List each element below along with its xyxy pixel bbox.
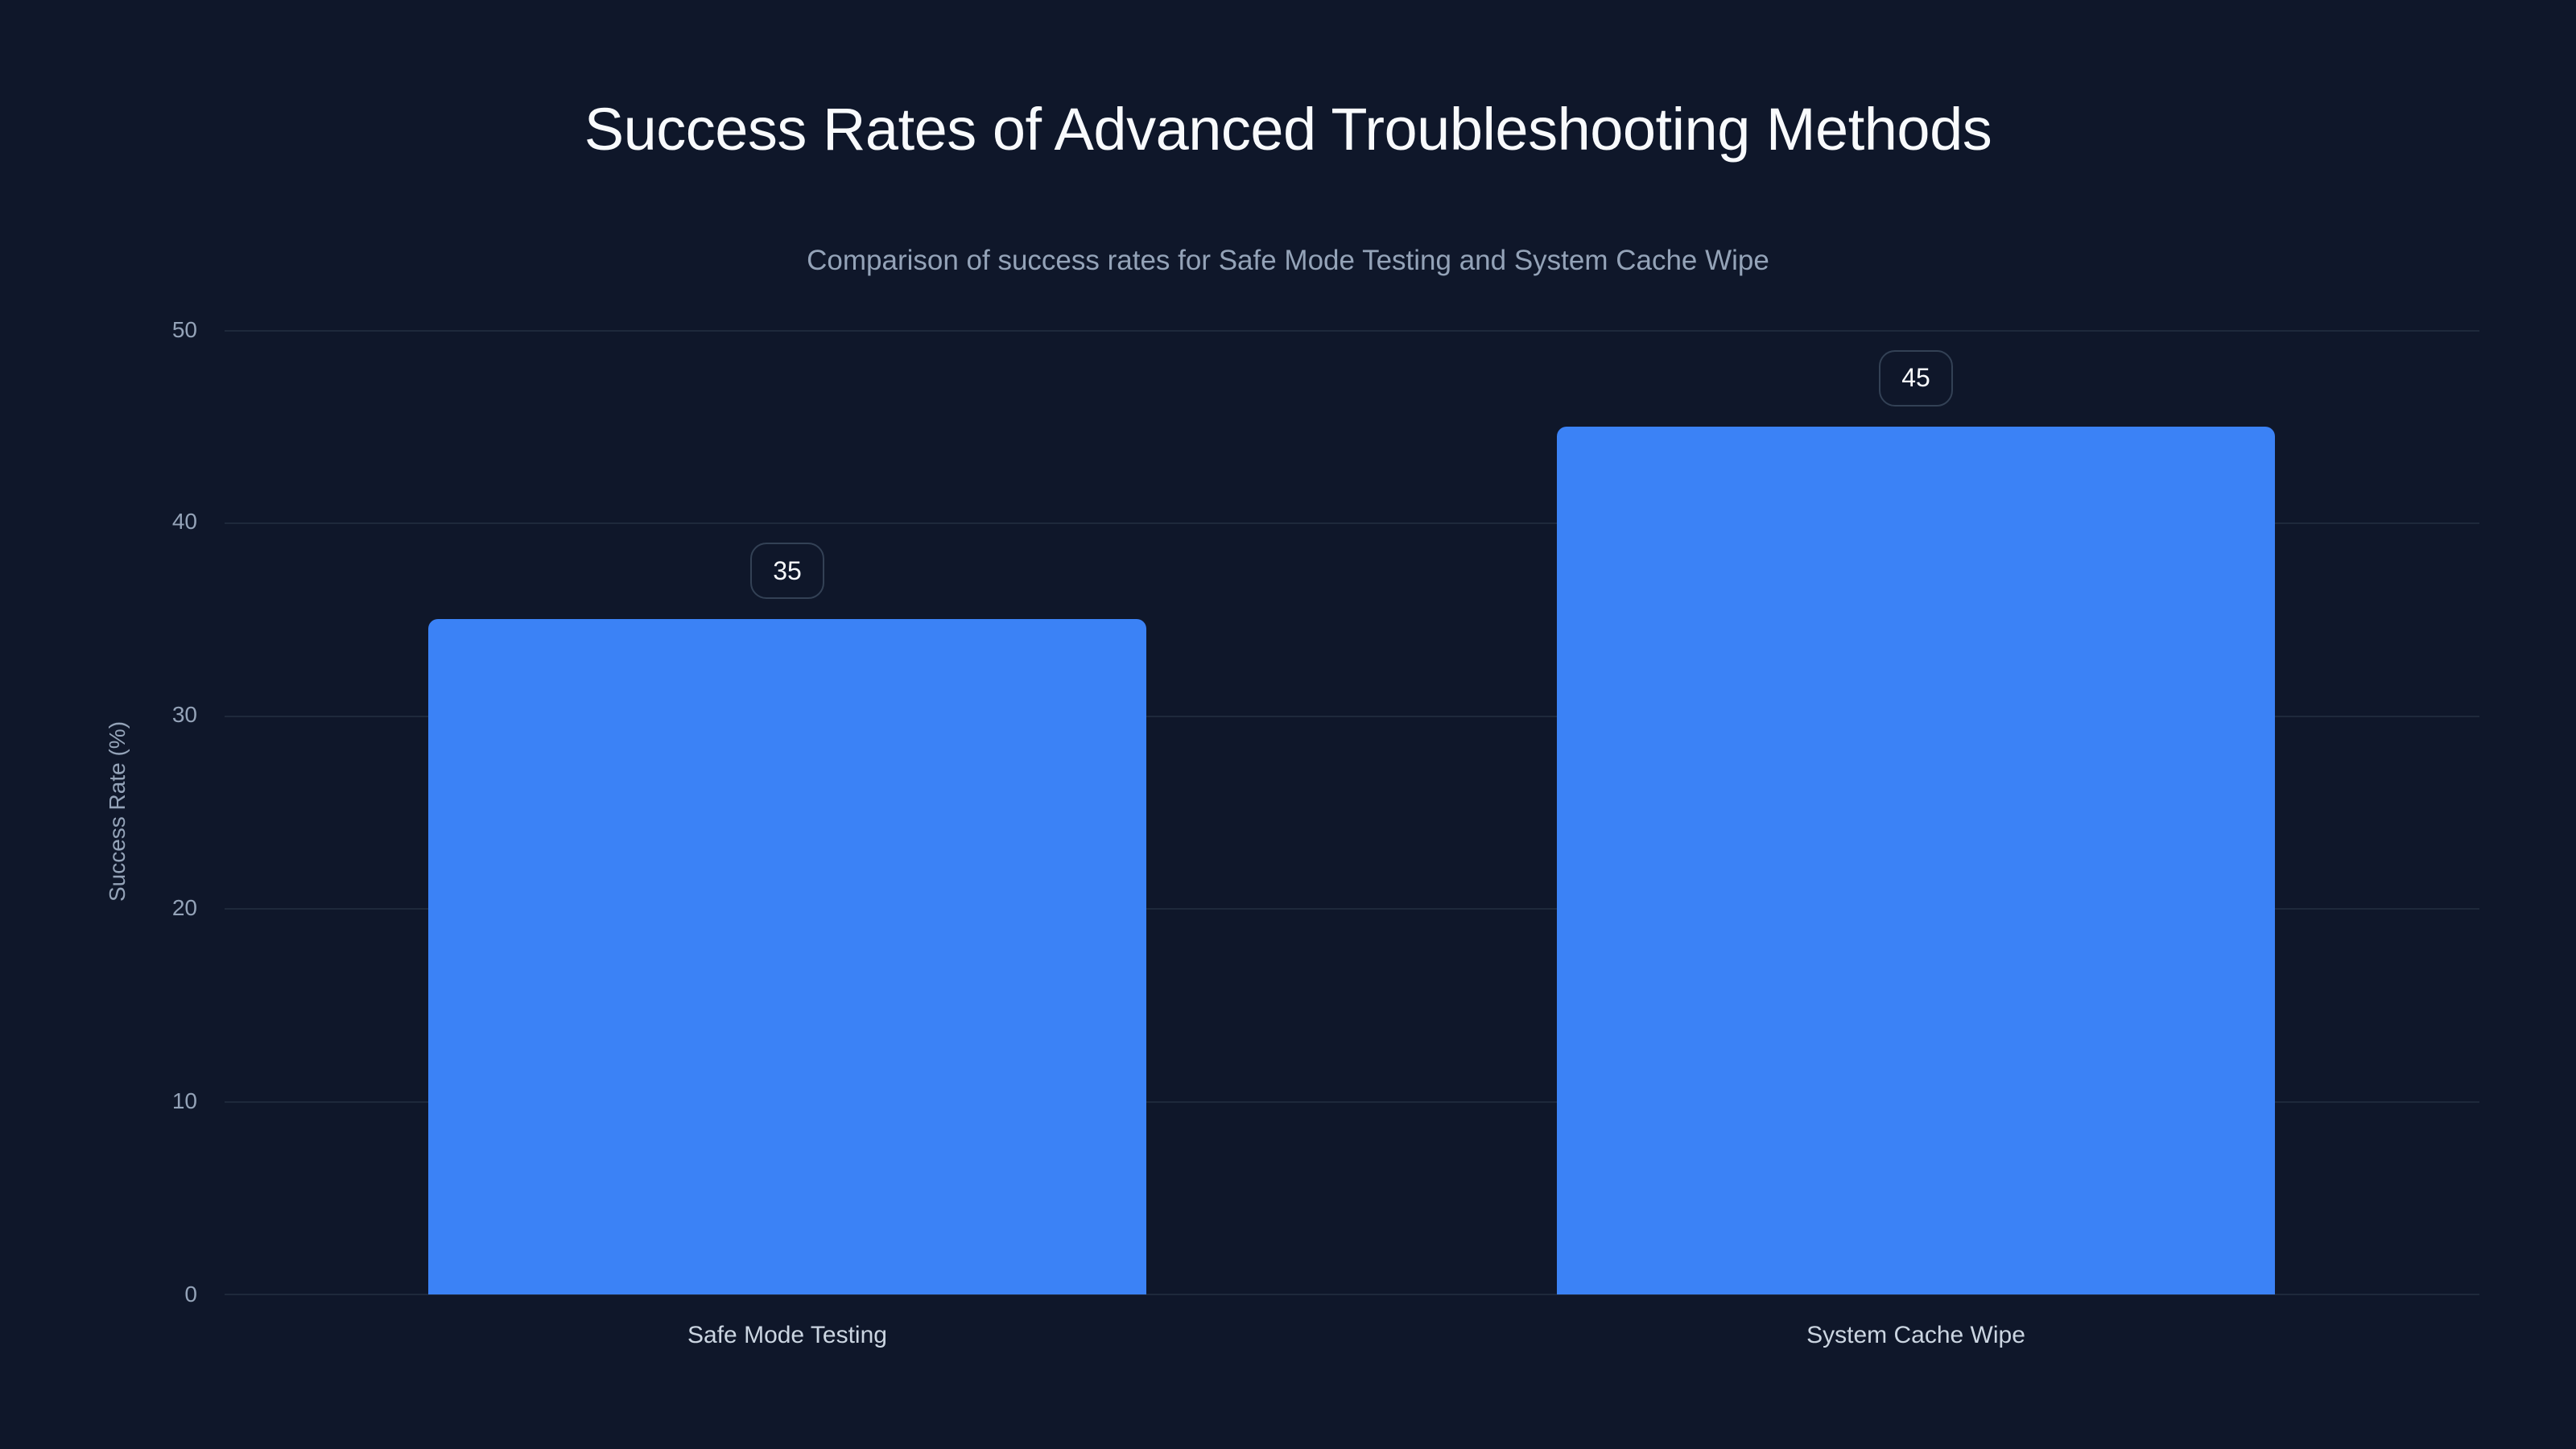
chart-title: Success Rates of Advanced Troubleshootin… [584,96,1992,163]
y-tick-30: 30 [171,702,197,727]
x-tick-system-cache-wipe: System Cache Wipe [1806,1322,2025,1348]
y-axis-label: Success Rate (%) [105,720,130,902]
gridline-20 [225,908,2479,910]
plot-area [225,330,2479,1295]
y-tick-40: 40 [171,509,197,534]
gridline-0 [225,1294,2479,1295]
chart-subtitle: Comparison of success rates for Safe Mod… [807,245,1769,276]
gridline-40 [225,522,2479,524]
gridline-50 [225,330,2479,332]
y-tick-10: 10 [171,1088,197,1113]
y-tick-20: 20 [171,895,197,920]
gridline-10 [225,1101,2479,1103]
value-label-safe-mode-testing: 35 [750,543,824,600]
gridline-30 [225,716,2479,717]
bar-system-cache-wipe[interactable] [1557,426,2275,1294]
value-label-system-cache-wipe: 45 [1879,349,1953,407]
y-tick-50: 50 [171,317,197,342]
y-tick-0: 0 [184,1282,197,1307]
x-tick-safe-mode-testing: Safe Mode Testing [687,1322,887,1348]
bar-safe-mode-testing[interactable] [428,619,1146,1294]
